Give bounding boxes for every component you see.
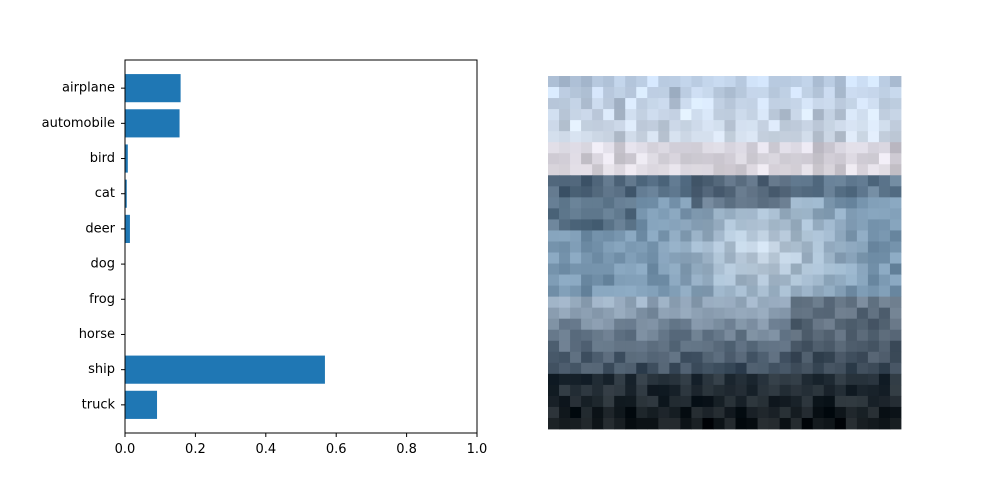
bars — [125, 74, 325, 419]
x-axis: 0.0 0.2 0.4 0.6 0.8 1.0 — [115, 433, 488, 457]
y-axis: airplane automobile bird cat deer dog frog hors… — [42, 81, 125, 412]
bar-automobile — [125, 109, 180, 138]
bar-truck — [125, 390, 158, 419]
bar-chart: airplane automobile bird cat deer dog frog hors… — [42, 59, 488, 457]
x-tick-label: 0.2 — [185, 442, 206, 457]
bar-bird — [125, 144, 128, 173]
x-tick-label: 0.4 — [255, 442, 276, 457]
y-tick-label-ship: ship — [88, 362, 115, 377]
bar-deer — [125, 214, 130, 243]
y-tick-label-dog: dog — [91, 257, 115, 272]
bar-airplane — [125, 74, 181, 103]
y-tick-label-airplane: airplane — [62, 81, 115, 96]
y-tick-label-automobile: automobile — [42, 116, 115, 131]
bar-cat — [125, 179, 127, 208]
y-tick-label-frog: frog — [89, 292, 115, 307]
bar-ship — [125, 355, 325, 384]
y-tick-label-bird: bird — [90, 151, 115, 166]
x-tick-label: 0.6 — [326, 442, 347, 457]
pixelated-boat-image — [548, 76, 902, 430]
x-tick-label: 0.0 — [115, 442, 136, 457]
y-tick-label-truck: truck — [82, 397, 116, 412]
x-tick-label: 0.8 — [396, 442, 417, 457]
y-tick-label-cat: cat — [95, 186, 115, 201]
y-tick-label-deer: deer — [85, 221, 115, 236]
y-tick-label-horse: horse — [79, 327, 115, 342]
x-tick-label: 1.0 — [467, 442, 488, 457]
axes-frame — [124, 59, 478, 434]
